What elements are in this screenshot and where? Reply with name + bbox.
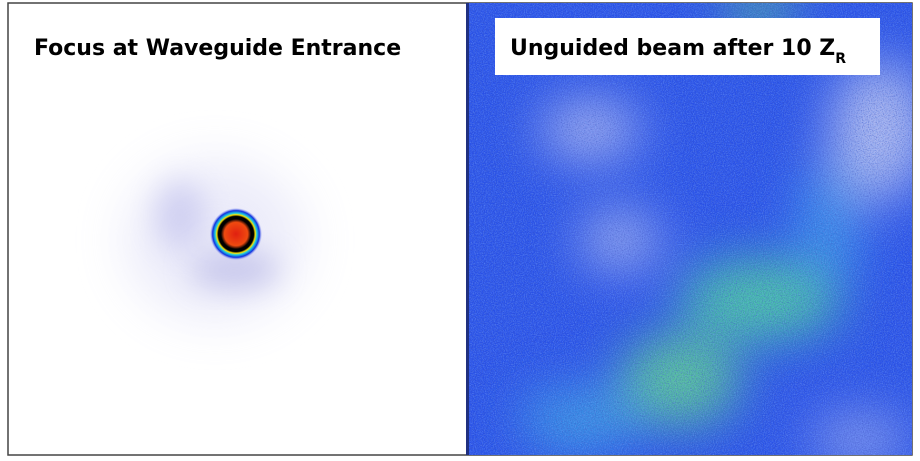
focus-spot xyxy=(210,208,262,260)
label-subscript: R xyxy=(835,51,846,67)
page: Focus at Waveguide Entrance Unguided bea… xyxy=(0,0,920,461)
figure: Focus at Waveguide Entrance Unguided bea… xyxy=(0,0,920,461)
panel-label: Focus at Waveguide Entrance xyxy=(34,36,401,61)
label-text: Unguided beam after 10 Z xyxy=(510,36,835,61)
